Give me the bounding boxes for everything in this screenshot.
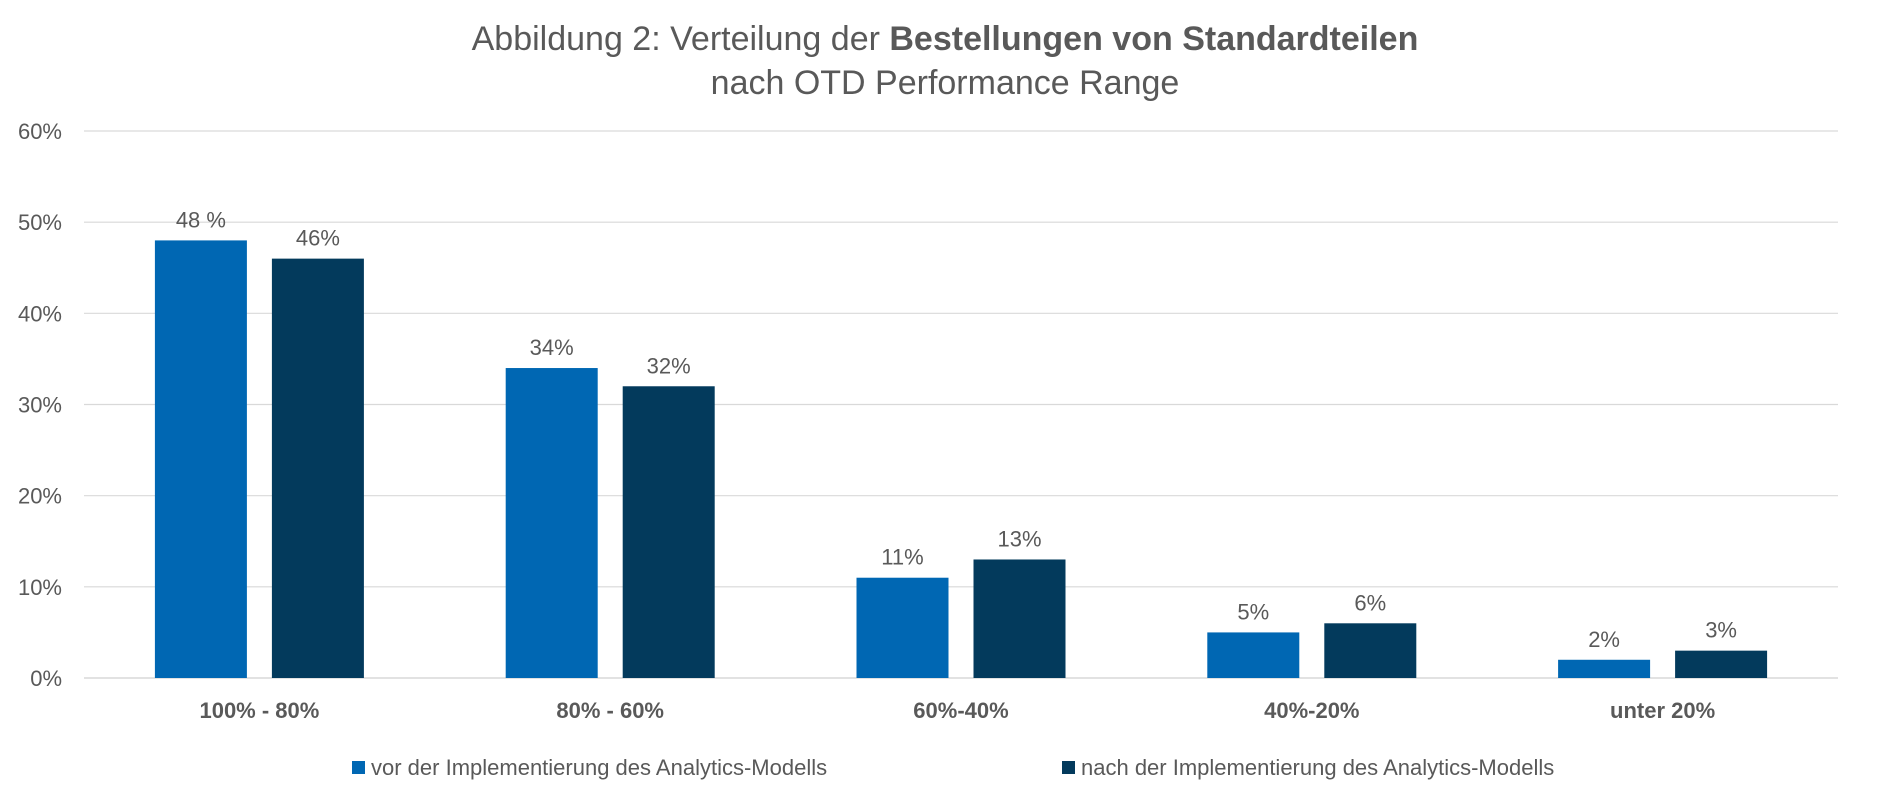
bars: 48 % 46% 34% 32% 11% 13% 5% 6% 2% 3% [154,207,1768,678]
bar-before [505,368,598,678]
legend-swatch [1062,761,1075,774]
chart-subtitle: nach OTD Performance Range [711,64,1180,102]
y-tick-label: 0% [30,666,62,691]
bar-before [1558,659,1651,678]
x-category-label: 60%-40% [913,698,1008,723]
x-axis-categories: 100% - 80% 80% - 60% 60%-40% 40%-20% unter 2… [199,698,1715,723]
y-tick-label: 10% [18,575,62,600]
data-label: 48 % [176,207,226,232]
gridlines [84,130,1838,679]
data-label: 32% [647,353,691,378]
x-category-label: 40%-20% [1264,698,1359,723]
legend-swatch [352,761,365,774]
data-label: 3% [1705,618,1737,643]
legend-label: vor der Implementierung des Analytics-Mo… [371,755,827,780]
y-tick-label: 20% [18,484,62,509]
y-tick-label: 50% [18,210,62,235]
bar-before [1207,632,1300,678]
data-label: 5% [1237,599,1269,624]
data-label: 46% [296,226,340,251]
data-label: 13% [997,526,1041,551]
data-label: 34% [530,335,574,360]
bar-before [154,240,247,678]
y-tick-label: 30% [18,393,62,418]
bar-after [271,258,364,678]
legend-label: nach der Implementierung des Analytics-M… [1081,755,1554,780]
y-axis-ticks: 0% 10% 20% 30% 40% 50% 60% [18,119,62,691]
data-label: 6% [1354,590,1386,615]
y-tick-label: 40% [18,301,62,326]
bar-after [1324,623,1417,678]
y-tick-label: 60% [18,119,62,144]
legend: vor der Implementierung des Analytics-Mo… [352,755,1554,780]
x-category-label: 80% - 60% [556,698,664,723]
chart-title: Abbildung 2: Verteilung der Bestellungen… [472,20,1419,58]
bar-after [622,386,715,678]
chart-title-part-0: Abbildung 2: Verteilung der [472,20,890,58]
bar-after [973,559,1066,678]
x-category-label: unter 20% [1610,698,1715,723]
bar-before [856,577,949,678]
data-label: 11% [881,545,923,570]
chart-title-part-1: Bestellungen von Standardteilen [889,20,1418,58]
x-category-label: 100% - 80% [199,698,319,723]
bar-after [1675,650,1768,678]
data-label: 2% [1588,627,1620,652]
